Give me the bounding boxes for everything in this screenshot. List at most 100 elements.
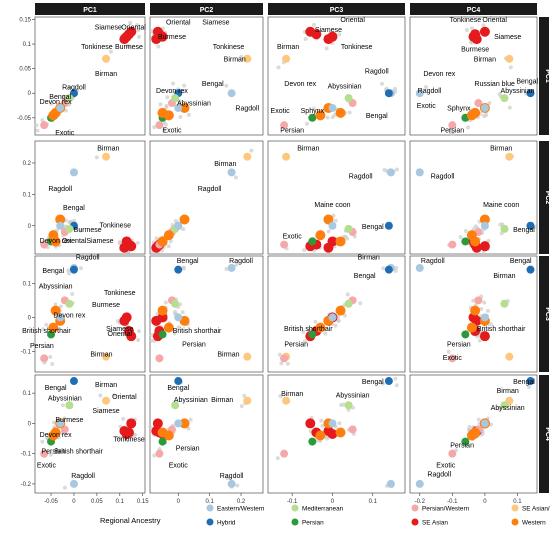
legend-title: Regional Ancestry <box>100 516 161 525</box>
sample-point <box>178 115 183 120</box>
sample-point <box>394 383 399 388</box>
sample-point <box>60 403 65 408</box>
breed-point-oriental <box>479 241 490 252</box>
sample-point <box>224 267 229 272</box>
breed-label: Tonkinese <box>99 222 131 229</box>
breed-point-burmese <box>323 242 334 253</box>
column-strip-label-PC3: PC3 <box>330 7 344 14</box>
breed-label: Tonkinese <box>113 437 145 444</box>
breed-label: Oriental <box>108 331 133 338</box>
sample-point <box>337 32 342 37</box>
sample-point <box>394 265 399 270</box>
sample-point <box>62 416 67 421</box>
x-tick-label: 0.1 <box>205 499 214 505</box>
sample-point <box>485 308 490 313</box>
breed-label: Exotic <box>169 462 189 469</box>
sample-point <box>481 23 486 28</box>
y-tick-label: -0.1 <box>21 452 32 458</box>
breed-point-abyssinian <box>500 299 509 308</box>
sample-point <box>466 125 471 130</box>
breed-label: Devon rex <box>40 432 72 439</box>
breed-point-exotic <box>155 354 164 363</box>
breed-point-exotic <box>448 449 457 458</box>
x-tick-label: -0.05 <box>44 499 58 505</box>
column-strip-PC3 <box>268 3 405 15</box>
breed-point-abyssinian <box>344 401 353 410</box>
sample-point <box>279 361 284 366</box>
legend-label-western: Western <box>522 520 546 527</box>
sample-point <box>173 218 178 223</box>
breed-point-russian-blue <box>328 419 337 428</box>
sample-point <box>117 240 122 245</box>
breed-label: Abyssinian <box>501 88 535 95</box>
breed-label: Bengal <box>513 227 535 234</box>
breed-label: Persian <box>284 341 308 348</box>
breed-label: Oriental <box>166 19 191 26</box>
breed-label: Oriental <box>112 394 137 401</box>
breed-point-british-shorthair <box>315 430 326 441</box>
breed-point-exotic <box>280 449 289 458</box>
breed-label: Persian <box>280 128 304 135</box>
y-tick-label: 0.05 <box>19 67 31 73</box>
breed-point-sphynx <box>50 305 61 316</box>
breed-point-exotic <box>448 121 457 130</box>
y-tick-label: -0.05 <box>17 116 31 122</box>
sample-point <box>337 421 342 426</box>
sample-point <box>176 325 181 330</box>
breed-point-exotic <box>40 121 49 130</box>
sample-point <box>163 300 168 305</box>
breed-label: Siamese <box>106 326 133 333</box>
breed-label: Sphynx <box>301 108 325 115</box>
breed-label: Birman <box>90 352 112 359</box>
breed-label: Bengal <box>49 94 71 101</box>
sample-point <box>393 376 398 381</box>
sample-point <box>66 268 71 273</box>
breed-label: Persian <box>450 443 474 450</box>
row-strip-label-PC3: PC3 <box>544 307 550 321</box>
sample-point <box>497 406 502 411</box>
row-strip-PC2 <box>539 141 549 254</box>
sample-point <box>463 228 468 233</box>
y-tick-label: 0.15 <box>19 17 31 23</box>
breed-point-bengal <box>384 377 393 386</box>
breed-point-british-shorthair <box>48 322 59 333</box>
sample-point <box>48 354 53 359</box>
breed-label: Birman <box>214 161 236 168</box>
breed-label: Ragdoll <box>76 254 100 261</box>
x-tick-label: 0.15 <box>137 499 149 505</box>
breed-point-devon-rex <box>474 296 483 305</box>
breed-label: British shorthair <box>54 449 103 456</box>
sample-point <box>152 453 157 458</box>
row-strip-PC4 <box>539 375 549 493</box>
sample-point <box>164 103 169 108</box>
breed-point-british-shorthair <box>48 110 59 121</box>
row-strip-label-PC4: PC4 <box>544 427 550 441</box>
breed-label: Exotic <box>271 108 291 115</box>
sample-point <box>276 65 281 70</box>
breed-point-british-shorthair <box>163 110 174 121</box>
breed-label: Siamese <box>202 19 229 26</box>
breed-point-maine-coon <box>179 418 190 429</box>
breed-label: Birman <box>281 391 303 398</box>
breed-point-abyssinian <box>344 94 353 103</box>
x-tick-label: -0.1 <box>287 499 298 505</box>
breed-label: Bengal <box>362 379 384 386</box>
breed-label: Tonkinese <box>341 44 373 51</box>
sample-point <box>465 27 470 32</box>
breed-point-burmese <box>471 34 482 45</box>
y-tick-label: 0.1 <box>23 42 32 48</box>
sample-point <box>34 123 39 128</box>
breed-point-oriental <box>126 418 137 429</box>
sample-point <box>487 101 492 106</box>
breed-point-persian <box>158 330 167 339</box>
breed-label: Devon rex <box>53 312 85 319</box>
breed-label: Bengal <box>354 273 376 280</box>
breed-label: British shorthair <box>477 326 526 333</box>
sample-point <box>78 266 83 271</box>
breed-point-russian-blue <box>174 103 183 112</box>
sample-point <box>313 319 318 324</box>
breed-point-persian <box>308 237 317 246</box>
breed-point-british-shorthair <box>48 430 59 441</box>
breed-point-british-shorthair <box>163 322 174 333</box>
sample-point <box>44 322 49 327</box>
